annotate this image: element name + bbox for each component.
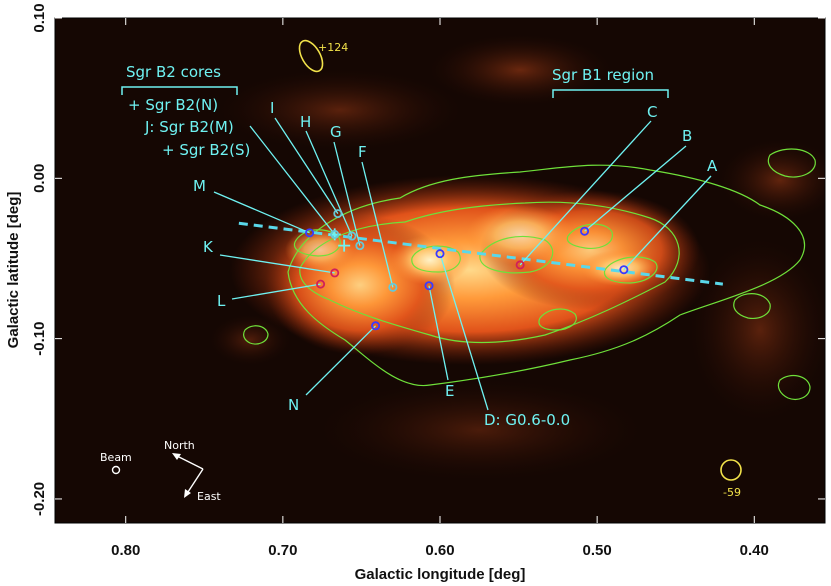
- sgr-b1-bracket: [552, 89, 669, 98]
- velocity-circle-bottom: [720, 459, 742, 481]
- label-sgr-b1-region: Sgr B1 region: [552, 66, 654, 84]
- leader-line-a: [623, 175, 712, 271]
- leader-line-g: [333, 141, 361, 246]
- leader-line-d: [439, 253, 489, 411]
- core-marker-m: [305, 228, 315, 238]
- label-core-d: D: G0.6-0.0: [484, 411, 570, 429]
- leader-line-f: [361, 161, 394, 288]
- label-sgr-b2-m: J: Sgr B2(M): [144, 118, 234, 136]
- core-marker-f: [388, 282, 398, 292]
- y-tick-label: 0.10: [31, 3, 48, 32]
- contour-patch-3: [243, 325, 269, 345]
- y-axis-label: Galactic latitude [deg]: [5, 192, 22, 349]
- label-sgr-b2-cores: Sgr B2 cores: [126, 63, 221, 81]
- core-marker-b: [580, 226, 590, 236]
- label-core-i: I: [270, 99, 274, 117]
- leader-line-e: [428, 285, 449, 381]
- leader-line-h: [305, 130, 353, 237]
- contour-inner-4: [293, 229, 341, 257]
- contour-patch-2: [733, 293, 771, 319]
- core-marker-i: [333, 209, 343, 219]
- label-core-k: K: [203, 238, 214, 256]
- beam-circle: [111, 465, 121, 475]
- contour-inner-3: [603, 256, 658, 284]
- core-cross-2: [338, 239, 351, 252]
- emission-map: [210, 35, 825, 480]
- label-core-f: F: [358, 143, 367, 161]
- compass: [172, 453, 204, 498]
- x-tick-label: 0.50: [583, 542, 612, 559]
- label-north: North: [164, 439, 195, 452]
- contour-patch-4: [777, 374, 811, 400]
- core-marker-c: [515, 260, 525, 270]
- core-marker-g: [355, 241, 365, 251]
- x-tick-label: 0.40: [740, 542, 769, 559]
- label-sgr-b2-n: + Sgr B2(N): [128, 96, 218, 114]
- label-core-n: N: [288, 396, 299, 414]
- leader-line-b: [584, 145, 687, 232]
- contour-inner-5: [479, 235, 554, 274]
- label-beam: Beam: [100, 451, 132, 464]
- core-marker-h: [347, 231, 357, 241]
- label-core-a: A: [707, 157, 718, 175]
- label-velocity-bottom: -59: [723, 486, 741, 499]
- label-core-c: C: [647, 103, 657, 121]
- leader-line-c: [519, 120, 652, 266]
- leader-line-k: [219, 254, 335, 274]
- y-axis: 0.10 0.00 -0.10 -0.20: [31, 3, 825, 516]
- velocity-ellipse-top: [298, 39, 324, 73]
- contour-inner-2: [566, 223, 613, 249]
- core-marker-n: [371, 321, 381, 331]
- leader-line-j: [249, 125, 336, 235]
- x-tick-label: 0.70: [268, 542, 297, 559]
- label-core-g: G: [330, 123, 342, 141]
- contour-mid: [299, 201, 680, 344]
- y-tick-label: -0.20: [31, 482, 48, 516]
- label-core-m: M: [193, 177, 206, 195]
- contour-outer: [287, 164, 806, 387]
- overlay: [213, 117, 724, 411]
- leader-line-i: [274, 117, 339, 214]
- x-tick-label: 0.60: [425, 542, 454, 559]
- leader-line-m: [213, 191, 310, 234]
- core-marker-e: [424, 281, 434, 291]
- label-core-b: B: [682, 127, 692, 145]
- contour-inner-6: [538, 308, 577, 331]
- y-tick-label: 0.00: [31, 164, 48, 193]
- contour-inner-1: [411, 245, 461, 273]
- leader-line-n: [305, 325, 377, 396]
- label-sgr-b2-s: + Sgr B2(S): [162, 141, 250, 159]
- core-marker-l: [316, 279, 326, 289]
- x-axis: 0.80 0.70 0.60 0.50 0.40: [111, 18, 769, 559]
- label-core-e: E: [445, 382, 454, 400]
- label-core-h: H: [300, 113, 311, 131]
- core-marker-d: [435, 249, 445, 259]
- label-velocity-top: +124: [318, 41, 348, 54]
- label-core-l: L: [217, 292, 226, 310]
- core-marker-j: [330, 229, 340, 239]
- core-marker-k: [330, 268, 340, 278]
- sgr-b-dashed-line: [238, 221, 724, 286]
- contour-patch-1: [767, 148, 816, 178]
- label-east: East: [197, 490, 221, 503]
- sgr-b2-bracket: [121, 86, 238, 95]
- x-tick-label: 0.80: [111, 542, 140, 559]
- intensity-contours: [243, 148, 816, 400]
- core-marker-a: [619, 265, 629, 275]
- leader-line-l: [231, 283, 321, 300]
- x-axis-label: Galactic longitude [deg]: [355, 566, 526, 583]
- y-tick-label: -0.10: [31, 322, 48, 356]
